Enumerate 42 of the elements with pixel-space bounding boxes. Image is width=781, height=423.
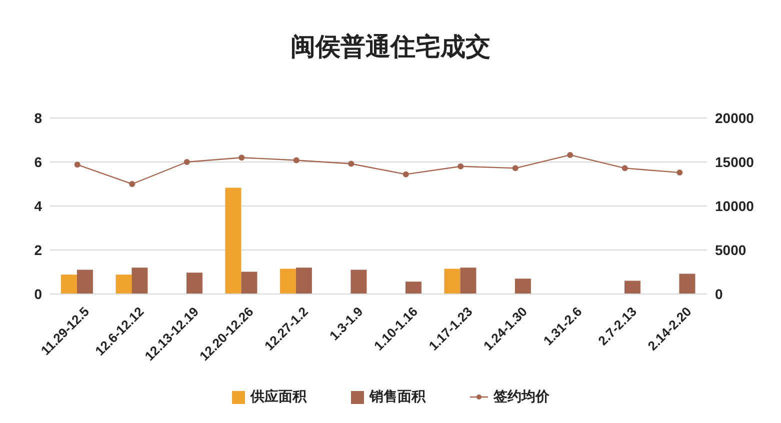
point	[567, 152, 574, 158]
y2-tick-label: 15000	[715, 154, 754, 170]
bar	[624, 280, 640, 294]
bar	[679, 274, 696, 294]
point	[129, 181, 136, 187]
y2-tick-label: 10000	[715, 198, 754, 214]
bar	[186, 272, 202, 294]
bar	[460, 268, 476, 294]
bar	[514, 278, 531, 294]
y-tick-label: 2	[34, 242, 42, 258]
bar	[132, 268, 148, 294]
point	[676, 170, 683, 176]
point	[238, 154, 245, 161]
bar	[296, 268, 312, 294]
bar	[405, 282, 422, 294]
y2-tick-label: 20000	[715, 110, 754, 126]
bar	[116, 274, 132, 294]
point	[458, 163, 464, 170]
legend-label: 供应面积	[250, 388, 306, 406]
bar	[76, 270, 93, 294]
bar	[241, 272, 258, 294]
point	[293, 157, 300, 164]
y-tick-label: 6	[34, 154, 42, 170]
legend-label: 签约均价	[494, 388, 550, 406]
y-tick-label: 4	[34, 198, 42, 214]
point	[184, 159, 190, 165]
y-tick-label: 0	[34, 286, 42, 302]
point	[348, 160, 354, 167]
bar	[280, 268, 296, 294]
y2-tick-label: 5000	[715, 242, 746, 258]
chart-title: 闽侯普通住宅成交	[290, 32, 492, 63]
point	[622, 165, 628, 172]
y2-tick-label: 0	[715, 286, 723, 302]
point	[402, 171, 409, 178]
bar	[350, 270, 367, 294]
legend-label: 销售面积	[370, 388, 426, 406]
y-tick-label: 8	[34, 110, 42, 126]
point	[512, 165, 518, 172]
point	[74, 162, 80, 168]
bar	[444, 268, 460, 294]
bar	[225, 188, 242, 294]
bar	[60, 274, 77, 294]
